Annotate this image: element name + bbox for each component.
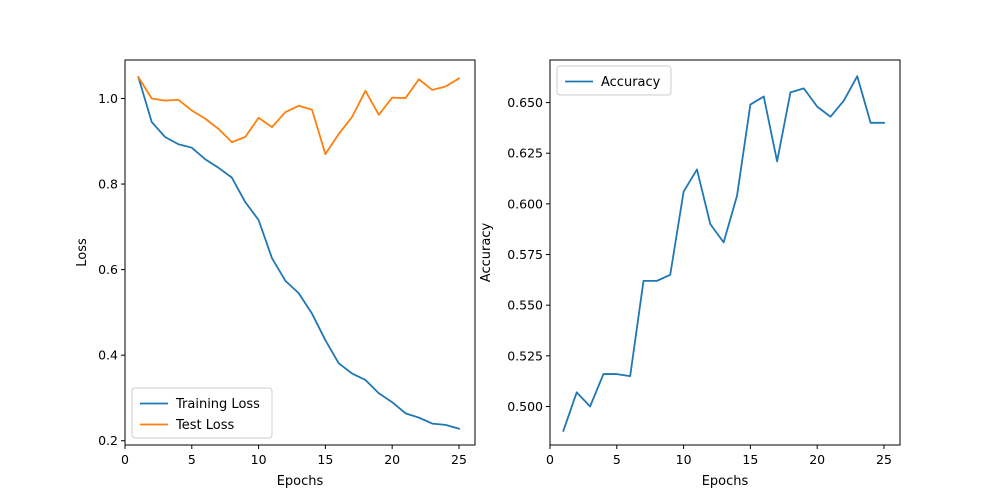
- y-axis-label: Loss: [75, 238, 90, 267]
- legend-label: Accuracy: [601, 75, 661, 90]
- y-tick-label: 0.8: [98, 177, 118, 192]
- accuracy-line: [562, 75, 885, 432]
- legend: Training Loss Test Loss: [131, 387, 273, 439]
- x-axis-label: Epochs: [277, 474, 324, 489]
- y-tick-label: 1.0: [98, 91, 118, 106]
- plot-frame: [549, 59, 901, 446]
- legend-label: Test Loss: [175, 418, 234, 433]
- x-tick-label: 20: [809, 452, 825, 467]
- x-axis-label: Epochs: [702, 474, 749, 489]
- accuracy-chart: 0 5 10 15 20 25 0.500 0.525 0.550 0.575 0.600 0.625…: [479, 59, 901, 489]
- y-tick-label: 0.2: [98, 433, 118, 448]
- loss-chart: 0 5 10 15 20 25 0.2 0.4 0.6 0.8 1.0 Epochs Loss Train…: [75, 59, 476, 489]
- x-tick-label: 25: [451, 452, 467, 467]
- x-tick-label: 15: [317, 452, 333, 467]
- x-tick-label: 5: [188, 452, 196, 467]
- y-tick-label: 0.650: [507, 95, 543, 110]
- x-tick-label: 10: [251, 452, 267, 467]
- y-tick-label: 0.500: [507, 399, 543, 414]
- y-tick-label: 0.6: [98, 262, 118, 277]
- y-tick-label: 0.575: [507, 247, 543, 262]
- test-loss-line: [137, 75, 461, 156]
- y-axis-label: Accuracy: [479, 223, 494, 283]
- legend: Accuracy: [556, 65, 672, 96]
- x-tick-label: 5: [613, 452, 621, 467]
- plot-frame: [124, 59, 476, 446]
- y-tick-label: 0.4: [98, 348, 118, 363]
- y-tick-label: 0.625: [507, 146, 543, 161]
- x-tick-label: 10: [676, 452, 692, 467]
- x-tick-label: 0: [546, 452, 554, 467]
- y-tick-label: 0.550: [507, 298, 543, 313]
- x-tick-label: 20: [384, 452, 400, 467]
- legend-label: Training Loss: [175, 397, 260, 412]
- x-tick-label: 0: [121, 452, 129, 467]
- y-tick-label: 0.600: [507, 196, 543, 211]
- training-loss-line: [137, 75, 461, 430]
- legend-box: [131, 387, 273, 439]
- legend-box: [556, 65, 672, 96]
- x-tick-label: 15: [742, 452, 758, 467]
- x-tick-label: 25: [876, 452, 892, 467]
- y-tick-label: 0.525: [507, 348, 543, 363]
